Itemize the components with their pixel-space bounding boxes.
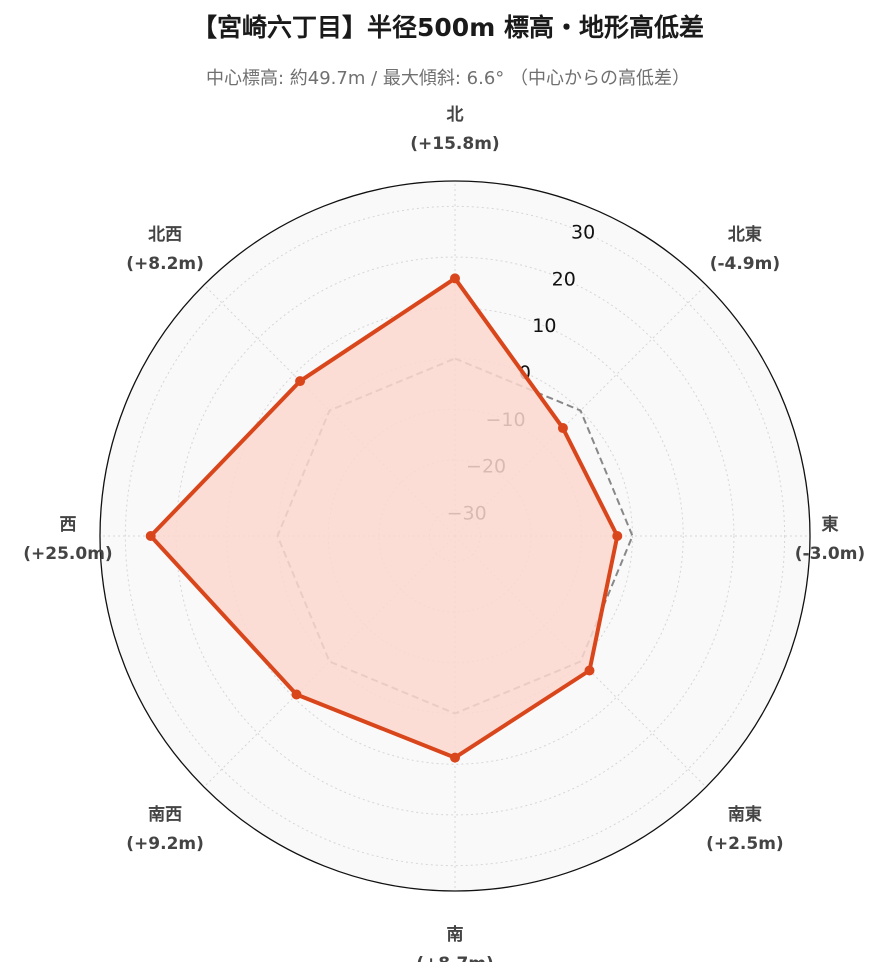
direction-value-label: (+9.2m)	[126, 834, 204, 854]
direction-label: 南	[447, 924, 464, 945]
direction-label: 南東	[728, 804, 762, 825]
direction-label: 北西	[148, 225, 182, 245]
grid-circle	[124, 205, 786, 867]
data-point	[584, 665, 595, 676]
data-point	[145, 531, 156, 541]
grid-spoke	[203, 284, 456, 537]
direction-value-label: (+8.7m)	[416, 954, 494, 962]
direction-value-label: (+15.8m)	[410, 134, 499, 154]
data-point	[557, 423, 568, 434]
direction-value-label: (-4.9m)	[710, 254, 780, 274]
direction-value-label: (+25.0m)	[23, 544, 112, 564]
data-point	[291, 689, 302, 700]
grid-spoke	[454, 535, 707, 788]
data-point	[450, 273, 460, 284]
direction-label: 東	[822, 514, 839, 535]
direction-label: 南西	[148, 804, 182, 825]
r-tick-label: 10	[532, 315, 556, 337]
direction-value-label: (+8.2m)	[126, 254, 204, 274]
r-tick-label: 30	[571, 221, 595, 243]
chart-subtitle: 中心標高: 約49.7m / 最大傾斜: 6.6° （中心からの高低差）	[205, 68, 691, 89]
data-point	[450, 752, 460, 763]
data-point	[612, 531, 623, 541]
grid-spoke	[203, 535, 456, 788]
plot-frame	[99, 180, 811, 892]
series-area	[150, 278, 618, 758]
chart-title: 【宮崎六丁目】半径500m 標高・地形高低差	[192, 13, 704, 42]
direction-label: 北	[447, 105, 464, 125]
direction-label: 北東	[728, 224, 762, 245]
direction-value-label: (-3.0m)	[795, 544, 865, 564]
r-tick-label: 20	[552, 268, 576, 290]
direction-value-label: (+2.5m)	[706, 834, 784, 854]
grid-spoke	[454, 284, 707, 537]
direction-label: 西	[60, 515, 77, 535]
data-point	[295, 376, 306, 387]
